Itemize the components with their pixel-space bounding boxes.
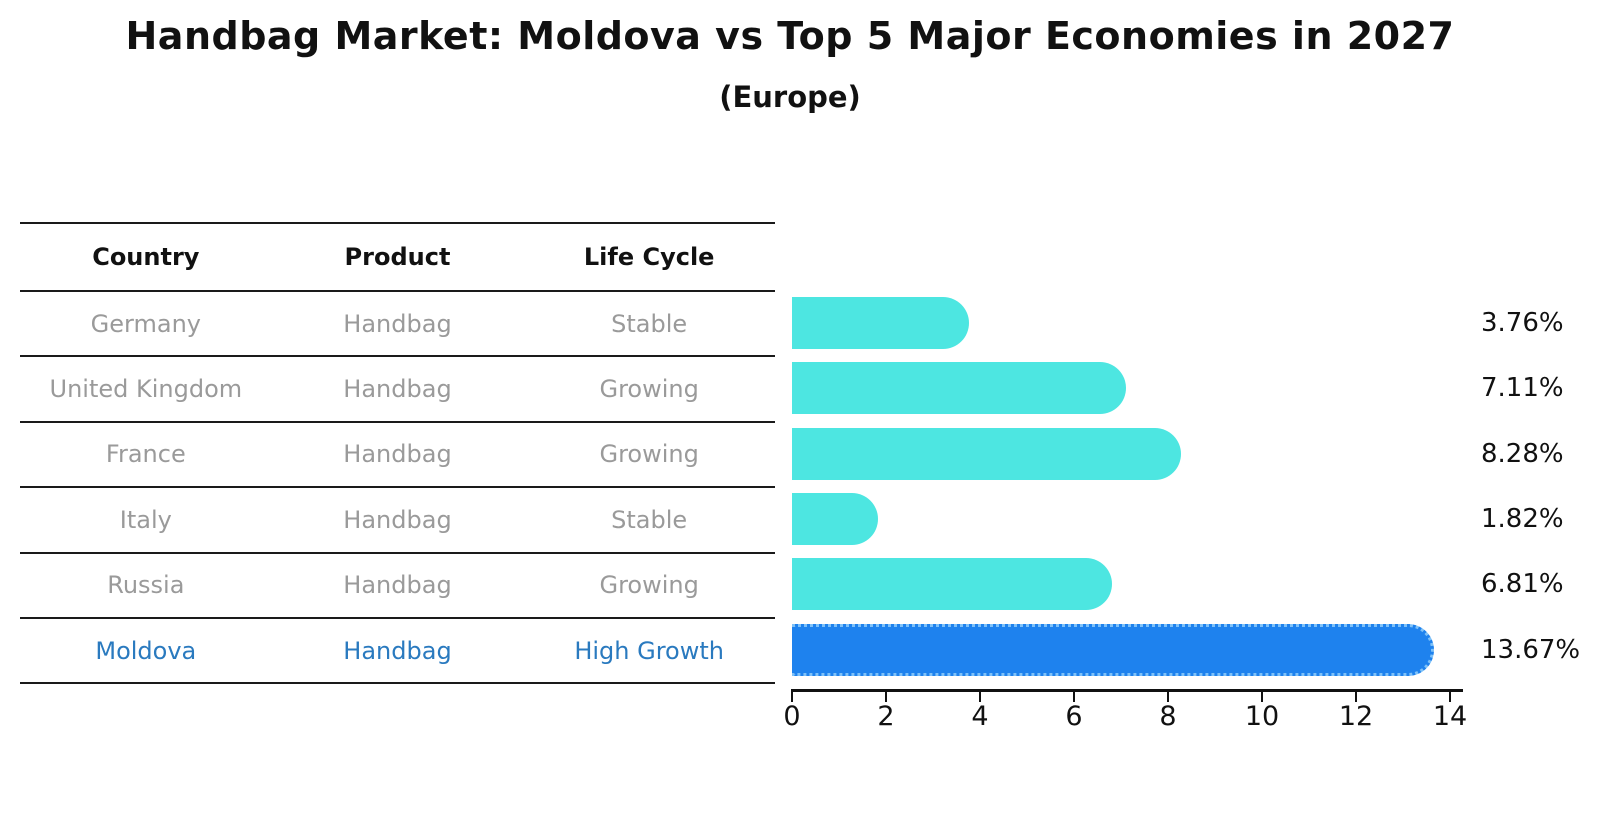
x-tick-label: 12	[1338, 701, 1374, 732]
cell-country: Italy	[119, 505, 172, 534]
header-product: Product	[344, 243, 451, 271]
x-tick-mark	[979, 692, 981, 702]
bar-germany	[792, 296, 969, 349]
chart-subtitle: (Europe)	[719, 80, 861, 114]
bar-france	[792, 427, 1182, 480]
x-tick-label: 2	[877, 701, 895, 732]
x-tick-label: 0	[783, 701, 801, 732]
x-tick-mark	[1073, 692, 1075, 702]
cell-life-cycle: Stable	[611, 309, 688, 338]
chart-title: Handbag Market: Moldova vs Top 5 Major E…	[125, 14, 1455, 58]
x-axis	[791, 689, 1463, 692]
cell-life-cycle: Growing	[599, 375, 699, 404]
cell-product: Handbag	[343, 636, 452, 665]
x-tick-label: 14	[1432, 701, 1468, 732]
x-tick-label: 6	[1065, 701, 1083, 732]
cell-product: Handbag	[343, 571, 452, 600]
cell-life-cycle: High Growth	[574, 636, 724, 665]
cell-life-cycle: Stable	[611, 505, 688, 534]
cell-country: France	[105, 440, 186, 469]
bar-united-kingdom	[792, 362, 1127, 415]
value-label-united-kingdom: 7.11%	[1481, 373, 1564, 404]
cell-life-cycle: Growing	[599, 440, 699, 469]
value-label-italy: 1.82%	[1481, 503, 1564, 534]
x-tick-mark	[791, 692, 793, 702]
bar-russia	[792, 558, 1113, 611]
cell-country: United Kingdom	[49, 375, 243, 404]
table-row-moldova: Moldova Handbag High Growth	[20, 619, 775, 685]
header-life-cycle: Life Cycle	[583, 243, 715, 271]
table-row-italy: Italy Handbag Stable	[20, 488, 775, 554]
table-row-russia: Russia Handbag Growing	[20, 554, 775, 619]
bar-italy	[792, 492, 878, 545]
value-label-russia: 6.81%	[1481, 569, 1564, 600]
table-header-row: Country Product Life Cycle	[20, 224, 775, 292]
value-label-moldova: 13.67%	[1481, 634, 1581, 665]
header-country: Country	[92, 243, 200, 271]
bar-moldova	[792, 623, 1435, 676]
x-tick-label: 8	[1159, 701, 1177, 732]
cell-country: Germany	[90, 309, 201, 338]
cell-product: Handbag	[343, 505, 452, 534]
value-label-germany: 3.76%	[1481, 307, 1564, 338]
x-tick-mark	[1261, 692, 1263, 702]
x-tick-label: 4	[971, 701, 989, 732]
table-row-united-kingdom: United Kingdom Handbag Growing	[20, 357, 775, 423]
cell-product: Handbag	[343, 440, 452, 469]
table-row-germany: Germany Handbag Stable	[20, 292, 775, 358]
x-tick-label: 10	[1244, 701, 1280, 732]
country-table: Country Product Life Cycle Germany Handb…	[20, 222, 775, 685]
value-label-france: 8.28%	[1481, 438, 1564, 469]
cell-country: Russia	[107, 571, 185, 600]
cell-product: Handbag	[343, 309, 452, 338]
cell-country: Moldova	[95, 636, 197, 665]
cell-product: Handbag	[343, 375, 452, 404]
table-row-france: France Handbag Growing	[20, 423, 775, 489]
x-tick-mark	[1449, 692, 1451, 702]
x-tick-mark	[885, 692, 887, 702]
x-tick-mark	[1167, 692, 1169, 702]
cell-life-cycle: Growing	[599, 571, 699, 600]
x-tick-mark	[1355, 692, 1357, 702]
